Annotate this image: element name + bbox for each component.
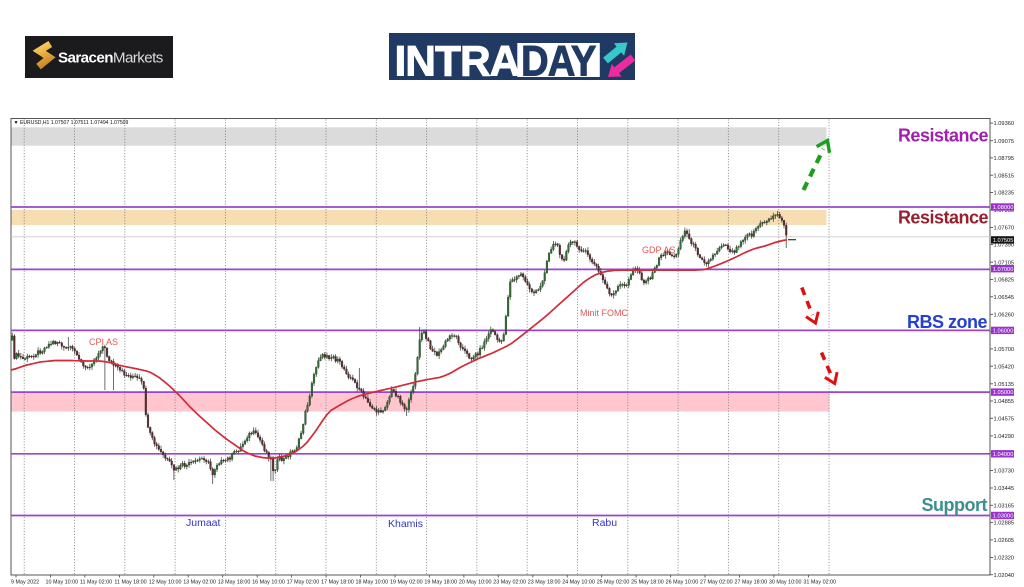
svg-text:1.07000: 1.07000 <box>993 267 1014 273</box>
svg-text:1.09075: 1.09075 <box>994 139 1015 145</box>
svg-text:1.04290: 1.04290 <box>994 434 1015 440</box>
svg-text:10 May 10:00: 10 May 10:00 <box>46 580 79 586</box>
svg-text:GDP AS: GDP AS <box>642 245 675 255</box>
svg-text:25 May 02:00: 25 May 02:00 <box>597 580 630 586</box>
svg-text:1.04855: 1.04855 <box>994 399 1015 405</box>
svg-text:19 May 18:00: 19 May 18:00 <box>424 580 457 586</box>
svg-text:SaracenMarkets: SaracenMarkets <box>58 50 164 67</box>
svg-text:11 May 18:00: 11 May 18:00 <box>114 580 146 586</box>
svg-text:CPI AS: CPI AS <box>89 337 118 347</box>
svg-text:1.02040: 1.02040 <box>994 573 1015 579</box>
svg-text:1.03445: 1.03445 <box>994 486 1015 492</box>
svg-text:INTRA: INTRA <box>395 38 520 85</box>
svg-text:1.04575: 1.04575 <box>994 416 1015 422</box>
svg-text:26 May 10:00: 26 May 10:00 <box>666 580 699 586</box>
svg-text:1.07670: 1.07670 <box>994 226 1015 232</box>
svg-text:16 May 10:00: 16 May 10:00 <box>252 580 285 586</box>
svg-text:RBS zone: RBS zone <box>907 312 987 332</box>
svg-text:1.09360: 1.09360 <box>994 121 1015 127</box>
svg-text:17 May 18:00: 17 May 18:00 <box>321 580 354 586</box>
svg-text:12 May 10:00: 12 May 10:00 <box>149 580 182 586</box>
svg-text:1.08235: 1.08235 <box>994 191 1015 197</box>
svg-text:1.08795: 1.08795 <box>994 156 1015 162</box>
svg-text:1.05000: 1.05000 <box>993 390 1014 396</box>
svg-text:24 May 10:00: 24 May 10:00 <box>562 580 595 586</box>
svg-text:31 May 02:00: 31 May 02:00 <box>803 580 836 586</box>
svg-text:1.05420: 1.05420 <box>994 364 1015 370</box>
svg-text:Jumaat: Jumaat <box>186 517 221 529</box>
svg-text:DAY: DAY <box>521 36 596 84</box>
svg-text:30 May 10:00: 30 May 10:00 <box>769 580 802 586</box>
svg-text:1.02605: 1.02605 <box>994 538 1015 544</box>
svg-text:1.05135: 1.05135 <box>994 382 1015 388</box>
svg-text:19 May 02:00: 19 May 02:00 <box>390 580 423 586</box>
svg-text:Rabu: Rabu <box>592 517 617 529</box>
svg-text:1.06825: 1.06825 <box>994 278 1015 284</box>
svg-text:1.03165: 1.03165 <box>994 503 1015 509</box>
svg-text:Minit FOMC: Minit FOMC <box>580 308 628 318</box>
svg-text:▼ EURUSD,H1 1.07507 1.07511 1: ▼ EURUSD,H1 1.07507 1.07511 1.07494 1.07… <box>14 120 129 126</box>
svg-text:1.07505: 1.07505 <box>993 238 1014 244</box>
svg-text:18 May 10:00: 18 May 10:00 <box>356 580 389 586</box>
svg-text:1.08515: 1.08515 <box>994 173 1015 179</box>
svg-text:Resistance: Resistance <box>898 208 989 228</box>
svg-text:1.02885: 1.02885 <box>994 521 1015 527</box>
svg-text:9 May 2022: 9 May 2022 <box>11 580 39 586</box>
svg-text:1.03730: 1.03730 <box>994 469 1015 475</box>
svg-text:1.06545: 1.06545 <box>994 295 1015 301</box>
svg-text:23 May 02:00: 23 May 02:00 <box>493 580 526 586</box>
svg-text:17 May 02:00: 17 May 02:00 <box>287 580 320 586</box>
svg-text:1.06260: 1.06260 <box>994 313 1015 319</box>
svg-text:1.05700: 1.05700 <box>994 347 1015 353</box>
svg-text:1.06000: 1.06000 <box>993 329 1014 335</box>
svg-text:20 May 10:00: 20 May 10:00 <box>459 580 492 586</box>
svg-text:1.04000: 1.04000 <box>993 452 1014 458</box>
svg-text:Resistance: Resistance <box>898 126 989 146</box>
svg-text:27 May 18:00: 27 May 18:00 <box>735 580 768 586</box>
svg-text:1.02320: 1.02320 <box>994 556 1015 562</box>
svg-text:Support: Support <box>922 495 988 515</box>
svg-text:1.08000: 1.08000 <box>993 205 1014 211</box>
svg-text:Khamis: Khamis <box>388 518 423 530</box>
svg-text:27 May 02:00: 27 May 02:00 <box>700 580 733 586</box>
svg-text:25 May 18:00: 25 May 18:00 <box>631 580 664 586</box>
svg-text:13 May 02:00: 13 May 02:00 <box>183 580 216 586</box>
svg-text:13 May 18:00: 13 May 18:00 <box>218 580 251 586</box>
svg-text:1.03000: 1.03000 <box>993 514 1014 520</box>
svg-text:23 May 18:00: 23 May 18:00 <box>528 580 561 586</box>
svg-text:1.07105: 1.07105 <box>994 260 1015 266</box>
svg-text:1.07950: 1.07950 <box>994 208 1015 214</box>
svg-text:1.07390: 1.07390 <box>994 243 1015 249</box>
svg-text:11 May 02:00: 11 May 02:00 <box>80 580 112 586</box>
